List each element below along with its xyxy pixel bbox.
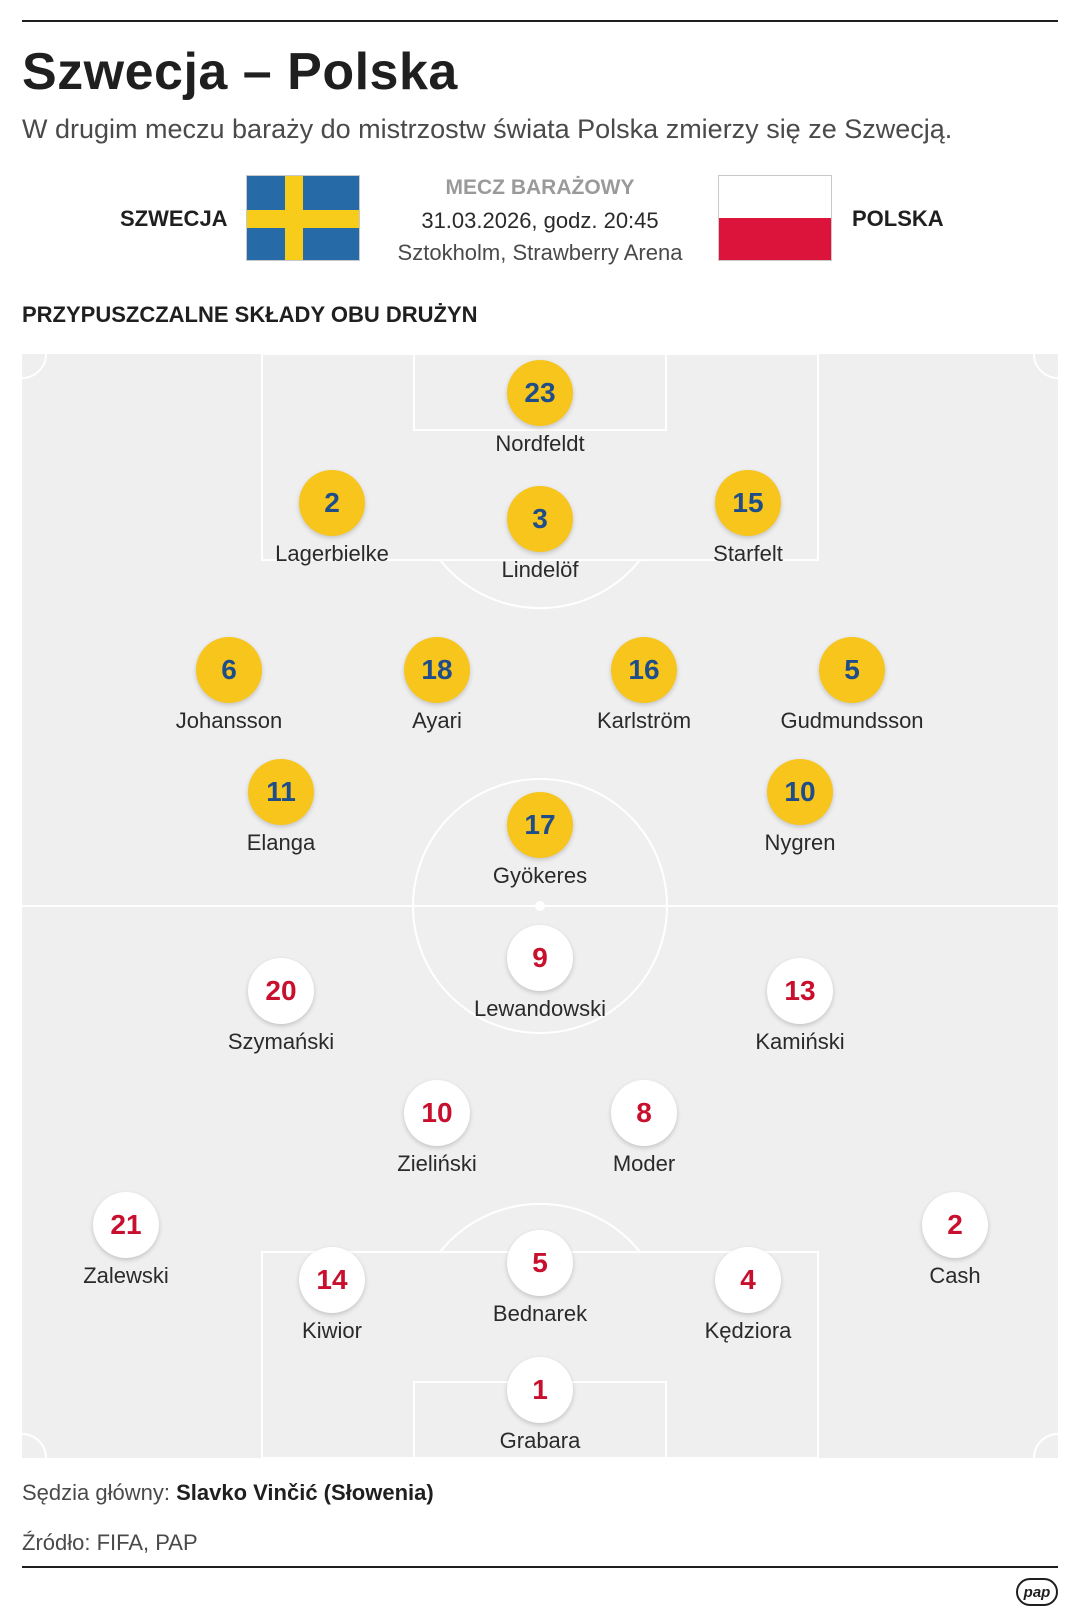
sweden-player: 10 Nygren <box>700 759 900 857</box>
player-name: Nygren <box>764 830 836 855</box>
match-info: MECZ BARAŻOWY 31.03.2026, godz. 20:45 Sz… <box>380 176 700 272</box>
player-name: Lewandowski <box>473 996 607 1021</box>
player-name: Kamiński <box>755 1029 845 1054</box>
player-number-badge: 13 <box>767 958 833 1024</box>
player-name: Elanga <box>246 830 316 855</box>
player-name: Starfelt <box>713 541 783 566</box>
match-type: MECZ BARAŻOWY <box>445 176 635 199</box>
sweden-player: 23 Nordfeldt <box>440 360 640 458</box>
page-title: Szwecja – Polska <box>22 43 458 101</box>
player-name: Kędziora <box>704 1318 792 1343</box>
player-number-badge: 3 <box>507 486 573 552</box>
player-name: Bednarek <box>492 1301 588 1326</box>
sweden-player: 17 Gyökeres <box>440 792 640 890</box>
poland-player: 14 Kiwior <box>232 1247 432 1345</box>
player-number-badge: 1 <box>507 1357 573 1423</box>
poland-player: 13 Kamiński <box>700 958 900 1056</box>
sweden-player: 16 Karlström <box>544 637 744 735</box>
player-name: Cash <box>929 1263 981 1288</box>
player-number-badge: 6 <box>196 637 262 703</box>
player-number-badge: 10 <box>767 759 833 825</box>
player-number-badge: 5 <box>507 1230 573 1296</box>
poland-player: 2 Cash <box>855 1192 1055 1290</box>
sweden-player: 3 Lindelöf <box>440 486 640 584</box>
poland-player: 10 Zieliński <box>337 1080 537 1178</box>
match-date: 31.03.2026, godz. 20:45 <box>421 208 659 233</box>
player-number-badge: 20 <box>248 958 314 1024</box>
section-title: PRZYPUSZCZALNE SKŁADY OBU DRUŻYN <box>22 302 478 327</box>
player-name: Zalewski <box>83 1263 169 1288</box>
player-name: Gyökeres <box>492 863 588 888</box>
player-number-badge: 14 <box>299 1247 365 1313</box>
match-venue: Sztokholm, Strawberry Arena <box>397 240 683 265</box>
player-name: Lindelöf <box>501 557 579 582</box>
player-name: Nordfeldt <box>495 431 585 456</box>
player-name: Johansson <box>175 708 283 733</box>
player-number-badge: 17 <box>507 792 573 858</box>
player-name: Ayari <box>412 708 462 733</box>
poland-player: 1 Grabara <box>440 1357 640 1455</box>
pitch: 23 Nordfeldt 2 Lagerbielke 3 Lindelöf 15 Starfe… <box>22 354 1058 1458</box>
player-number-badge: 23 <box>507 360 573 426</box>
player-name: Kiwior <box>302 1318 362 1343</box>
sweden-player: 18 Ayari <box>337 637 537 735</box>
player-name: Moder <box>612 1151 676 1176</box>
poland-player: 21 Zalewski <box>26 1192 226 1290</box>
sweden-player: 15 Starfelt <box>648 470 848 568</box>
player-name: Szymański <box>227 1029 335 1054</box>
player-number-badge: 2 <box>299 470 365 536</box>
player-name: Karlström <box>596 708 692 733</box>
home-team-name: SZWECJA <box>120 206 228 231</box>
source-line: Źródło: FIFA, PAP <box>22 1530 198 1555</box>
player-number-badge: 16 <box>611 637 677 703</box>
poland-flag-icon <box>718 175 832 261</box>
player-name: Grabara <box>499 1428 581 1453</box>
player-name: Gudmundsson <box>780 708 924 733</box>
sweden-flag-icon <box>246 175 360 261</box>
bottom-rule <box>22 1566 1058 1568</box>
poland-player: 8 Moder <box>544 1080 744 1178</box>
sweden-player: 11 Elanga <box>181 759 381 857</box>
referee-name: Slavko Vinčić (Słowenia) <box>176 1480 434 1505</box>
player-name: Zieliński <box>397 1151 477 1176</box>
referee-line: Sędzia główny: Slavko Vinčić (Słowenia) <box>22 1480 434 1506</box>
away-team-name: POLSKA <box>852 206 944 231</box>
player-number-badge: 4 <box>715 1247 781 1313</box>
player-name: Lagerbielke <box>275 541 389 566</box>
sweden-player: 6 Johansson <box>129 637 329 735</box>
player-number-badge: 5 <box>819 637 885 703</box>
poland-player: 20 Szymański <box>181 958 381 1056</box>
player-number-badge: 15 <box>715 470 781 536</box>
poland-player: 4 Kędziora <box>648 1247 848 1345</box>
sweden-player: 2 Lagerbielke <box>232 470 432 568</box>
player-number-badge: 10 <box>404 1080 470 1146</box>
player-number-badge: 8 <box>611 1080 677 1146</box>
poland-player: 9 Lewandowski <box>440 925 640 1023</box>
top-rule <box>22 20 1058 22</box>
pap-logo: pap <box>1016 1578 1058 1606</box>
poland-player: 5 Bednarek <box>440 1230 640 1328</box>
page-subtitle: W drugim meczu baraży do mistrzostw świa… <box>22 114 953 144</box>
sweden-player: 5 Gudmundsson <box>752 637 952 735</box>
player-number-badge: 2 <box>922 1192 988 1258</box>
player-number-badge: 9 <box>507 925 573 991</box>
player-number-badge: 18 <box>404 637 470 703</box>
referee-label: Sędzia główny: <box>22 1480 170 1505</box>
player-number-badge: 21 <box>93 1192 159 1258</box>
player-number-badge: 11 <box>248 759 314 825</box>
